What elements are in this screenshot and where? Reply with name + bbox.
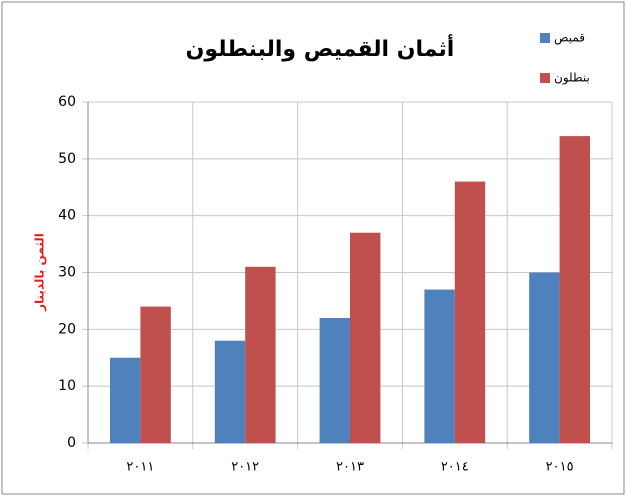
chart-title: أثمان القميص والبنطلون <box>186 33 455 62</box>
y-tick-label: 0 <box>67 435 76 451</box>
y-tick-label: 30 <box>58 265 76 281</box>
x-tick-label: ٢٠١٢ <box>231 460 259 475</box>
y-tick-label: 10 <box>58 378 76 394</box>
y-tick-label: 20 <box>58 321 76 337</box>
bar <box>424 289 455 443</box>
bar <box>245 266 276 443</box>
legend-swatch <box>540 73 550 83</box>
legend-swatch <box>540 33 550 43</box>
x-tick-label: ٢٠١٣ <box>336 460 364 475</box>
x-tick-label: ٢٠١٥ <box>546 460 574 475</box>
bar <box>214 340 246 443</box>
y-tick-label: 60 <box>58 94 76 110</box>
bar <box>140 306 171 443</box>
bar <box>454 181 486 444</box>
bar <box>110 357 141 443</box>
bar <box>319 317 350 443</box>
bar <box>559 136 590 443</box>
legend-label: قميص <box>554 31 585 46</box>
bar <box>529 272 560 443</box>
legend-label: بنطلون <box>554 71 590 86</box>
y-tick-label: 40 <box>58 208 76 224</box>
bar <box>350 232 381 443</box>
x-tick-label: ٢٠١٤ <box>441 460 469 475</box>
y-axis-label: الثمن بالدينار <box>33 233 47 312</box>
y-tick-label: 50 <box>58 151 76 167</box>
x-tick-label: ٢٠١١ <box>126 460 154 475</box>
